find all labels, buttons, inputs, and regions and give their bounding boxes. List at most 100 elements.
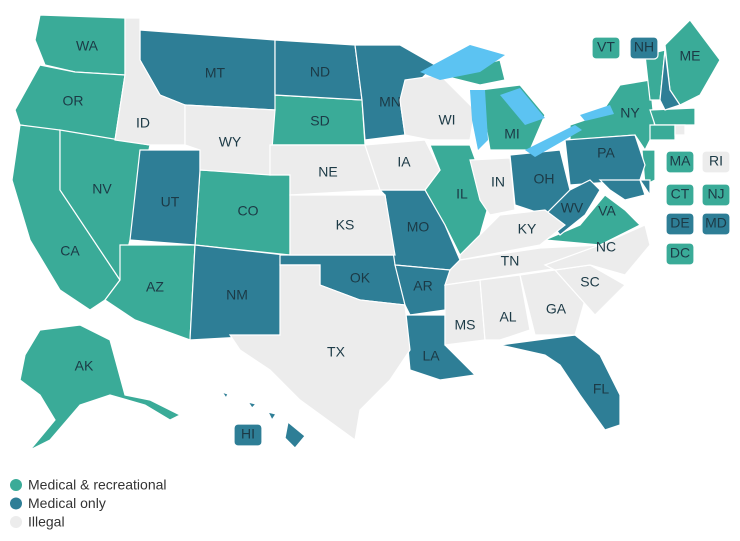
state: HI [220, 390, 306, 449]
state-label: MS [455, 317, 476, 333]
state-badge [665, 212, 695, 236]
state-label: NH [634, 39, 654, 55]
state-shape [289, 194, 396, 256]
state-shape [399, 74, 476, 141]
state: WY [184, 104, 276, 176]
legend-label: Medical & recreational [28, 477, 167, 493]
state-label: ND [310, 64, 330, 80]
state-label: TX [327, 344, 346, 360]
state-label: WV [561, 200, 584, 216]
state: ME [664, 19, 721, 106]
legend-label: Illegal [28, 514, 65, 530]
state-label: AR [413, 278, 432, 294]
state-shape [649, 124, 676, 141]
state-label: UT [161, 194, 180, 210]
lake [500, 88, 545, 125]
state-label: NV [92, 181, 112, 197]
legend: Medical & recreational Medical only Illega… [10, 477, 167, 530]
state-shape [598, 179, 646, 201]
state-label: WA [76, 38, 99, 54]
state: AR [394, 264, 451, 316]
state: NJ [641, 149, 731, 207]
state: SD [269, 94, 366, 146]
state-shape [469, 157, 516, 216]
state-label: OH [534, 171, 555, 187]
state: MA [649, 107, 696, 174]
state: MS [444, 279, 486, 346]
state-label: OK [350, 270, 371, 286]
state-label: ME [680, 48, 701, 64]
state: NH [629, 36, 681, 111]
state-label: VA [598, 203, 616, 219]
state-label: DC [670, 245, 690, 261]
state-label: NC [596, 239, 616, 255]
state-label: SC [580, 274, 599, 290]
state: FL [499, 334, 621, 431]
state-shape [266, 411, 277, 422]
state-label: LA [422, 348, 440, 364]
state-badge [701, 212, 731, 236]
state-label: TN [501, 253, 520, 269]
state-label: NM [226, 287, 248, 303]
state: CT [649, 124, 695, 207]
state: UT [129, 149, 201, 246]
legend-label: Medical only [28, 495, 106, 511]
state-badge [591, 36, 621, 60]
state-label: OR [63, 93, 84, 109]
state: SC [553, 264, 626, 316]
state-shape [220, 390, 229, 400]
state-shape [638, 179, 651, 197]
state-label: VT [597, 39, 615, 55]
state-badge [701, 150, 731, 174]
state-shape [479, 274, 531, 341]
state-label: MD [705, 215, 727, 231]
state: IA [364, 139, 441, 191]
state-label: PA [597, 145, 615, 161]
state-badge [665, 183, 695, 207]
state: PA [564, 134, 646, 186]
state-label: MA [670, 153, 692, 169]
state-badge [665, 242, 695, 266]
state-label: FL [593, 381, 610, 397]
state-label: NY [620, 105, 640, 121]
state-shape [19, 324, 182, 451]
state-label: AK [75, 358, 94, 374]
state-label: MT [205, 65, 226, 81]
state-badge [233, 423, 263, 447]
state: KS [289, 194, 396, 256]
state: AK [19, 324, 182, 451]
lake [470, 90, 488, 150]
state-label: NE [318, 164, 337, 180]
state-shape [394, 264, 451, 316]
state-shape [184, 104, 276, 176]
state-label: WI [438, 112, 455, 128]
states: WA OR CA NV AZ CO SD IL MI VA NY ME VT M… [11, 14, 731, 451]
state-shape [641, 149, 656, 186]
state: CO [194, 169, 291, 256]
state-label: RI [709, 153, 723, 169]
state-label: IA [397, 154, 411, 170]
state-label: ID [136, 115, 150, 131]
state: IN [469, 157, 516, 216]
state: ND [274, 39, 363, 101]
state-label: NJ [707, 186, 724, 202]
state-label: GA [546, 301, 567, 317]
state: WA [34, 14, 126, 76]
state: OR [14, 64, 126, 141]
state-label: HI [241, 426, 255, 442]
state-label: CO [238, 203, 259, 219]
state-shape [674, 124, 686, 136]
state: AL [479, 274, 531, 341]
state-label: MN [379, 94, 401, 110]
legend-swatch [10, 516, 22, 528]
state-label: CT [671, 186, 690, 202]
state-shape [499, 334, 621, 431]
state: NM [189, 244, 286, 341]
state-badge [665, 150, 695, 174]
great-lakes [420, 45, 614, 157]
state-shape [444, 279, 486, 346]
state-shape [228, 264, 411, 442]
state-shape [129, 149, 201, 246]
state-shape [564, 134, 646, 186]
state-shape [284, 420, 306, 449]
